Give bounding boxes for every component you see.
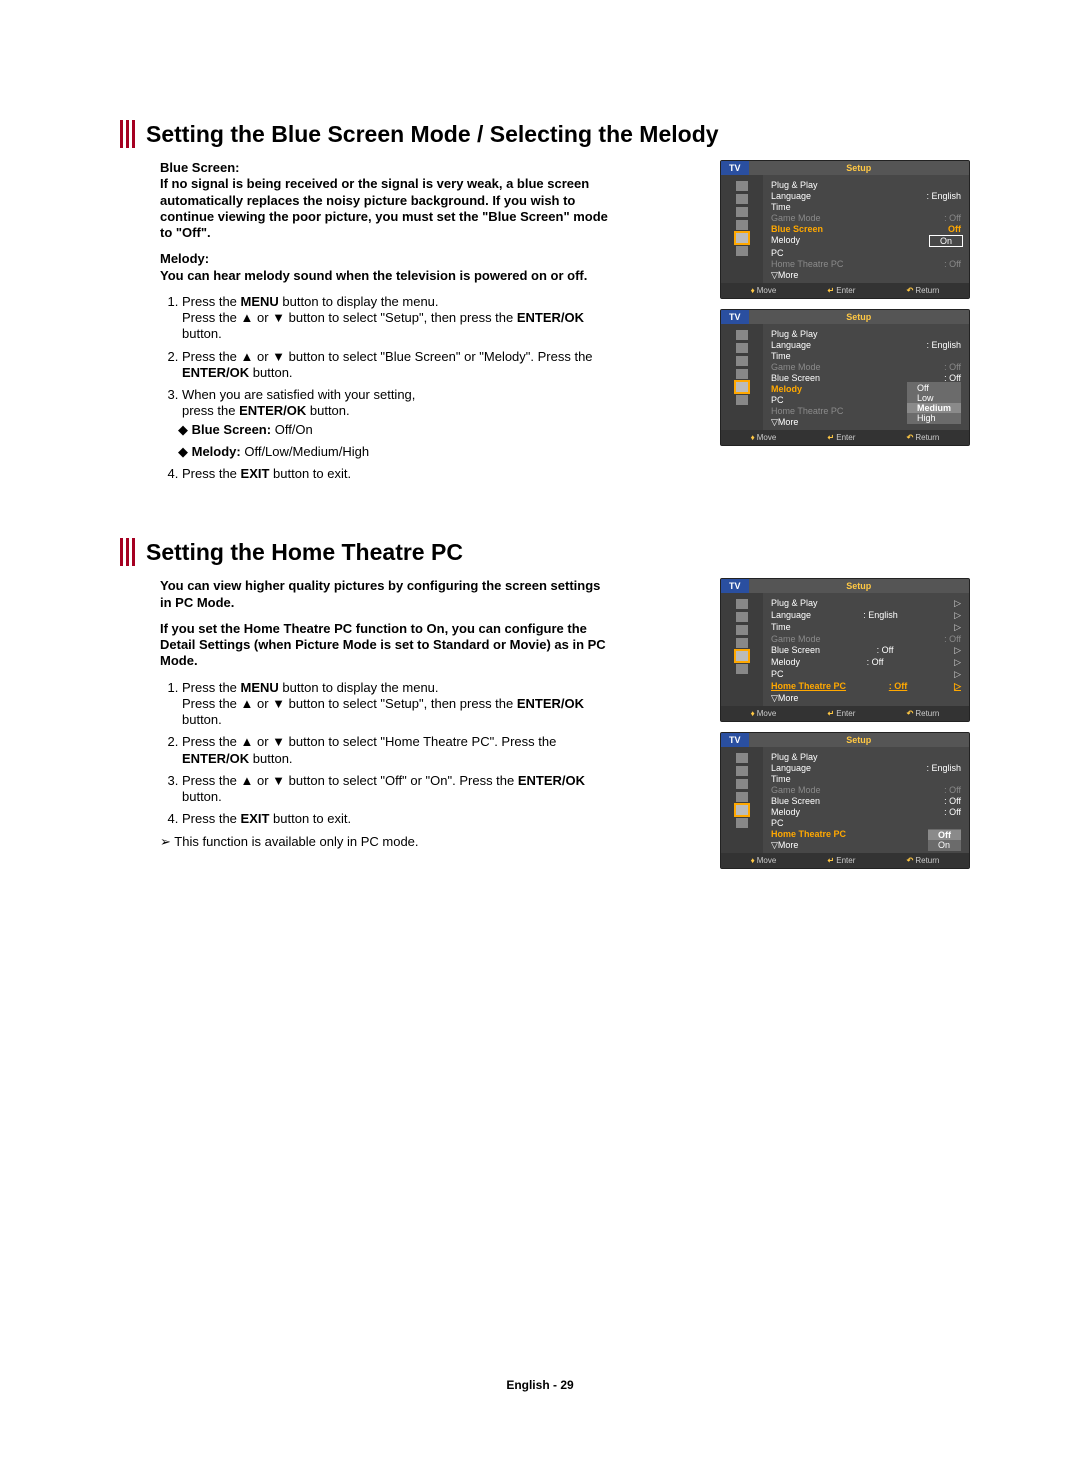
section-1-text: Blue Screen: If no signal is being recei… (120, 160, 625, 488)
section-2-osd-col: TV Setup Plug & Play▷ Language: English▷… (720, 578, 970, 869)
htpc-intro2: If you set the Home Theatre PC function … (160, 621, 615, 670)
osd-setup-melody-on: TV Setup Plug & Play Language: Englis (720, 160, 970, 299)
step-2: Press the ▲ or ▼ button to select "Blue … (182, 349, 615, 382)
melody-intro: Melody: You can hear melody sound when t… (160, 251, 615, 284)
section-2-heading: Setting the Home Theatre PC (120, 538, 970, 566)
chevron-right-icon: ▷ (954, 598, 961, 609)
osd-tv-label: TV (721, 161, 749, 175)
pc-mode-note: This function is available only in PC mo… (160, 834, 615, 850)
osd-htpc-options: TV Setup Plug & Play Language: English T… (720, 732, 970, 869)
section-2-text: You can view higher quality pictures by … (120, 578, 625, 850)
section-1-steps: Press the MENU button to display the men… (160, 294, 615, 483)
section-2-steps: Press the MENU button to display the men… (160, 680, 615, 828)
bluescreen-intro: Blue Screen: If no signal is being recei… (160, 160, 615, 241)
section-1-content: Blue Screen: If no signal is being recei… (120, 160, 970, 488)
section-1-title: Setting the Blue Screen Mode / Selecting… (146, 121, 719, 148)
osd-sidebar (721, 175, 763, 283)
osd-menu: Plug & Play Language: English Time Game … (763, 175, 969, 283)
page-number: English - 29 (0, 1378, 1080, 1392)
heading-decor (120, 120, 138, 148)
section-2-title: Setting the Home Theatre PC (146, 539, 463, 566)
osd-tab-title: Setup (749, 161, 969, 175)
osd-side-icon (736, 181, 748, 191)
osd-setup-melody-options: TV Setup Plug & Play Language: English T… (720, 309, 970, 446)
step-1: Press the MENU button to display the men… (182, 294, 615, 343)
bluescreen-label: Blue Screen: (160, 160, 239, 175)
step-3: When you are satisfied with your setting… (182, 387, 615, 460)
bluescreen-desc: If no signal is being received or the si… (160, 176, 608, 240)
step-3-options: Blue Screen: Off/On Melody: Off/Low/Medi… (178, 422, 615, 461)
osd-footer: ♦Move ↵Enter ↶Return (721, 283, 969, 298)
htpc-options-popup: Off On (928, 829, 961, 851)
htpc-intro1: You can view higher quality pictures by … (160, 578, 615, 611)
manual-page: Setting the Blue Screen Mode / Selecting… (0, 0, 1080, 1472)
osd-htpc-select: TV Setup Plug & Play▷ Language: English▷… (720, 578, 970, 722)
melody-options-popup: Off Low Medium High (907, 382, 961, 424)
melody-desc: You can hear melody sound when the telev… (160, 268, 587, 283)
section-2-content: You can view higher quality pictures by … (120, 578, 970, 869)
melody-label: Melody: (160, 251, 209, 266)
section-1-osd-col: TV Setup Plug & Play Language: Englis (720, 160, 970, 446)
section-1-heading: Setting the Blue Screen Mode / Selecting… (120, 120, 970, 148)
step-4: Press the EXIT button to exit. (182, 466, 615, 482)
